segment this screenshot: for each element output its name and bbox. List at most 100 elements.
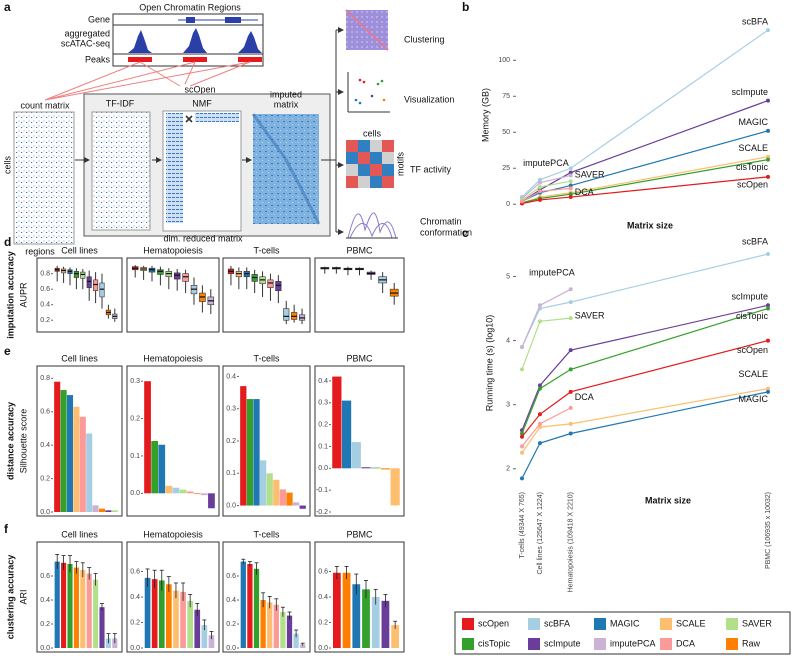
legend-label: cisTopic — [478, 638, 511, 648]
y-tick-label: 0.0 — [40, 509, 50, 516]
bar — [208, 493, 215, 509]
point — [537, 184, 542, 189]
y-tick-label: 2 — [506, 466, 510, 473]
bar — [98, 508, 106, 512]
panel-frame — [314, 541, 405, 653]
y-tick-label: 0.3 — [130, 378, 140, 385]
series-label: scImpute — [731, 292, 768, 302]
bar — [332, 376, 342, 469]
y-tick-label: 0.2 — [130, 619, 140, 626]
bar — [67, 564, 73, 648]
bar — [273, 479, 280, 506]
bar — [144, 381, 151, 494]
label: NMF — [192, 98, 212, 108]
h-matrix — [195, 113, 239, 122]
output-label: Chromatin — [420, 216, 462, 226]
y-axis-label: AUPR — [18, 282, 28, 308]
legend-swatch — [726, 618, 738, 630]
bar — [92, 505, 99, 512]
bar — [273, 604, 279, 648]
point — [520, 367, 524, 372]
bar — [280, 612, 286, 648]
row-label: clustering accuracy — [5, 555, 15, 640]
track-label: scATAC-seq — [61, 38, 110, 48]
y-tick-label: 0.6 — [40, 573, 50, 580]
bar — [259, 460, 267, 506]
point — [568, 431, 573, 436]
panel-title: Cell lines — [61, 529, 98, 539]
output-label: TF activity — [410, 164, 452, 174]
x-tick-label: PBMC (106935 x 10032) — [765, 492, 772, 569]
point — [568, 173, 573, 178]
panel-title: PBMC — [346, 245, 373, 255]
y-tick-label: 0.6 — [40, 409, 50, 416]
diagram: Open Chromatin Regions Gene aggregated s… — [2, 2, 472, 256]
bar — [200, 493, 208, 496]
imputed-matrix — [253, 114, 319, 224]
times — [185, 115, 193, 123]
bar — [99, 607, 105, 648]
bar — [105, 510, 112, 512]
bar — [266, 473, 273, 506]
peak-links — [44, 61, 251, 101]
series-line — [521, 100, 769, 202]
point — [766, 338, 770, 343]
label: count matrix — [20, 100, 70, 110]
point — [520, 344, 524, 349]
panel-frame — [314, 365, 405, 517]
x-tick-label: Hematopoiesis (109418 X 2210) — [568, 492, 575, 592]
legend-swatch — [660, 618, 672, 630]
y-tick-label: 0.1 — [130, 453, 140, 460]
bar — [54, 381, 61, 512]
bar — [66, 395, 74, 512]
panel-letter: e — [4, 344, 11, 358]
bar — [240, 386, 247, 506]
series-line — [521, 339, 769, 438]
bar — [151, 579, 158, 648]
label: cells — [2, 156, 12, 175]
legend-swatch — [594, 618, 606, 630]
peak-bar — [183, 57, 207, 62]
series-label: DCA — [575, 392, 594, 402]
series-line — [521, 307, 769, 434]
y-tick-label: 0.4 — [226, 373, 236, 380]
bar — [73, 567, 79, 648]
box — [93, 279, 99, 292]
label: matrix — [274, 99, 299, 109]
panel-title: Cell lines — [61, 245, 98, 255]
y-tick-label: 0.4 — [40, 597, 50, 604]
y-tick-label: 0.2 — [40, 317, 50, 324]
y-tick-label: 4 — [506, 337, 510, 344]
legend-label: DCA — [676, 638, 695, 648]
box — [182, 273, 189, 282]
bar — [260, 600, 266, 648]
bar — [86, 433, 93, 512]
series-label: SAVER — [575, 311, 605, 321]
point — [520, 444, 524, 449]
point — [766, 389, 770, 394]
conformation-icon — [347, 212, 397, 239]
box — [80, 271, 86, 279]
point — [520, 199, 524, 204]
y-tick-label: 50 — [502, 129, 510, 136]
y-tick-label: 0.3 — [318, 400, 328, 407]
bar — [86, 573, 92, 648]
bar — [293, 633, 299, 648]
bar — [299, 505, 306, 509]
bar — [79, 416, 86, 512]
series-label: imputePCA — [523, 158, 569, 168]
track-label: Gene — [88, 14, 110, 24]
bar — [341, 400, 352, 469]
bar — [292, 502, 300, 506]
diagram-title: Open Chromatin Regions — [139, 2, 241, 12]
panel-frame — [36, 365, 123, 517]
bar — [165, 485, 173, 494]
point — [766, 98, 770, 103]
y-tick-label: 0.4 — [40, 442, 50, 449]
y-tick-label: 0.1 — [318, 443, 328, 450]
legend-label: imputePCA — [610, 638, 656, 648]
panel-frame — [222, 541, 311, 653]
point — [537, 386, 542, 391]
bar — [194, 609, 201, 648]
panel-letter: b — [462, 0, 469, 14]
